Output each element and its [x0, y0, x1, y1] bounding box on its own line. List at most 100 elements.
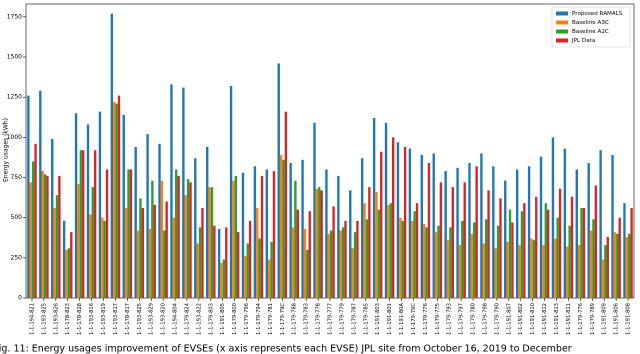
bar — [425, 227, 428, 298]
bar — [337, 175, 340, 298]
bar — [110, 13, 114, 299]
bar — [194, 158, 197, 298]
bar — [213, 225, 216, 298]
bar — [530, 238, 533, 298]
bar — [356, 220, 359, 298]
bar — [208, 187, 211, 298]
x-tick-label: 1-1-179-803 — [208, 303, 214, 335]
x-tick-label: 1-1-178-823 — [65, 303, 71, 335]
bar — [101, 217, 104, 298]
x-tick-label: 1-1-179-777 — [328, 303, 334, 335]
x-tick-label: 1-1-191-803 — [375, 303, 381, 335]
bar — [461, 220, 464, 298]
bar — [577, 244, 581, 298]
bar — [546, 209, 550, 298]
x-tick-label: 1-1-179-800 — [232, 303, 238, 335]
bar — [499, 198, 502, 298]
bar — [439, 182, 443, 298]
bar — [303, 228, 307, 298]
bar — [86, 124, 90, 298]
bar — [232, 180, 235, 298]
x-tick-label: 1-1-179-787 — [351, 303, 357, 335]
bar — [175, 169, 178, 298]
legend-label: Proposed RAMALS — [572, 11, 623, 17]
bar — [592, 219, 595, 298]
bar — [129, 169, 133, 298]
bar — [365, 219, 369, 298]
bar — [625, 236, 629, 298]
legend-box — [551, 6, 631, 48]
bar — [613, 232, 617, 298]
bar — [434, 232, 438, 298]
y-tick-label: 1000 — [7, 134, 22, 141]
bar — [384, 122, 388, 298]
bar — [420, 155, 423, 298]
bar — [177, 175, 180, 298]
bar — [53, 208, 56, 298]
bar — [93, 150, 97, 298]
x-tick-label: 1-1-191-812 — [542, 303, 548, 335]
bar — [318, 187, 321, 298]
legend-swatch — [556, 29, 568, 34]
bar — [504, 180, 507, 298]
bar — [349, 190, 352, 298]
bar — [487, 190, 490, 298]
bar — [623, 203, 626, 298]
bar — [463, 182, 466, 298]
bar — [375, 191, 378, 298]
bar — [141, 208, 145, 298]
bar — [246, 243, 249, 298]
x-tick-label: 1-1-191-802 — [518, 303, 524, 335]
x-tick-label: 1-1-194-804 — [173, 302, 179, 335]
y-axis-label: Energy usages (kWh) — [3, 118, 10, 182]
bar — [604, 244, 607, 298]
x-tick-label: 1-1-179-785 — [363, 303, 369, 335]
x-tick-label: 1-1-179-798 — [482, 303, 488, 335]
bar — [253, 166, 257, 298]
bar — [473, 222, 476, 298]
bar — [163, 230, 166, 298]
x-tick-label: 1-1-193-822 — [196, 303, 202, 335]
bar — [408, 148, 412, 298]
bar — [74, 113, 78, 298]
bar — [117, 95, 121, 299]
x-tick-label: 1-1-193-825 — [137, 303, 143, 335]
bar — [351, 248, 354, 298]
bar — [272, 171, 276, 298]
x-tick-label: 1-1-193-829 — [149, 303, 155, 335]
bar — [315, 188, 319, 298]
bar — [515, 169, 519, 298]
bar — [344, 220, 347, 298]
bar — [391, 137, 395, 298]
bar — [422, 224, 426, 298]
bar — [539, 156, 543, 298]
bar — [372, 118, 376, 298]
legend-label: JPL Data — [571, 38, 595, 44]
bar — [172, 217, 176, 298]
x-tick-label: 1-1-191-808 — [626, 303, 632, 335]
bar — [339, 230, 342, 298]
x-tick-label: 1-1-193-825 — [41, 303, 47, 335]
bar — [27, 95, 30, 299]
bar — [146, 134, 149, 298]
bar — [237, 232, 240, 298]
bar — [229, 85, 233, 299]
x-tick-label: 1-1-191-805 — [220, 303, 226, 335]
bar — [444, 171, 447, 298]
bar — [113, 102, 116, 298]
bar — [535, 196, 538, 298]
bar — [568, 225, 571, 298]
bar — [296, 209, 300, 298]
bar — [451, 187, 454, 298]
x-tick-label: 1-1-179-790 — [494, 303, 500, 335]
bar — [82, 150, 85, 298]
x-tick-label: 1-1-193-816 — [89, 303, 95, 335]
x-tick-label: 1-1-179-780 — [471, 303, 477, 335]
bar — [182, 87, 185, 298]
bar — [325, 169, 328, 298]
bar — [127, 169, 130, 298]
x-tick-label: 1-1-179-788 — [292, 303, 298, 335]
bar — [475, 166, 478, 298]
bar — [556, 217, 559, 298]
bar — [332, 206, 335, 298]
